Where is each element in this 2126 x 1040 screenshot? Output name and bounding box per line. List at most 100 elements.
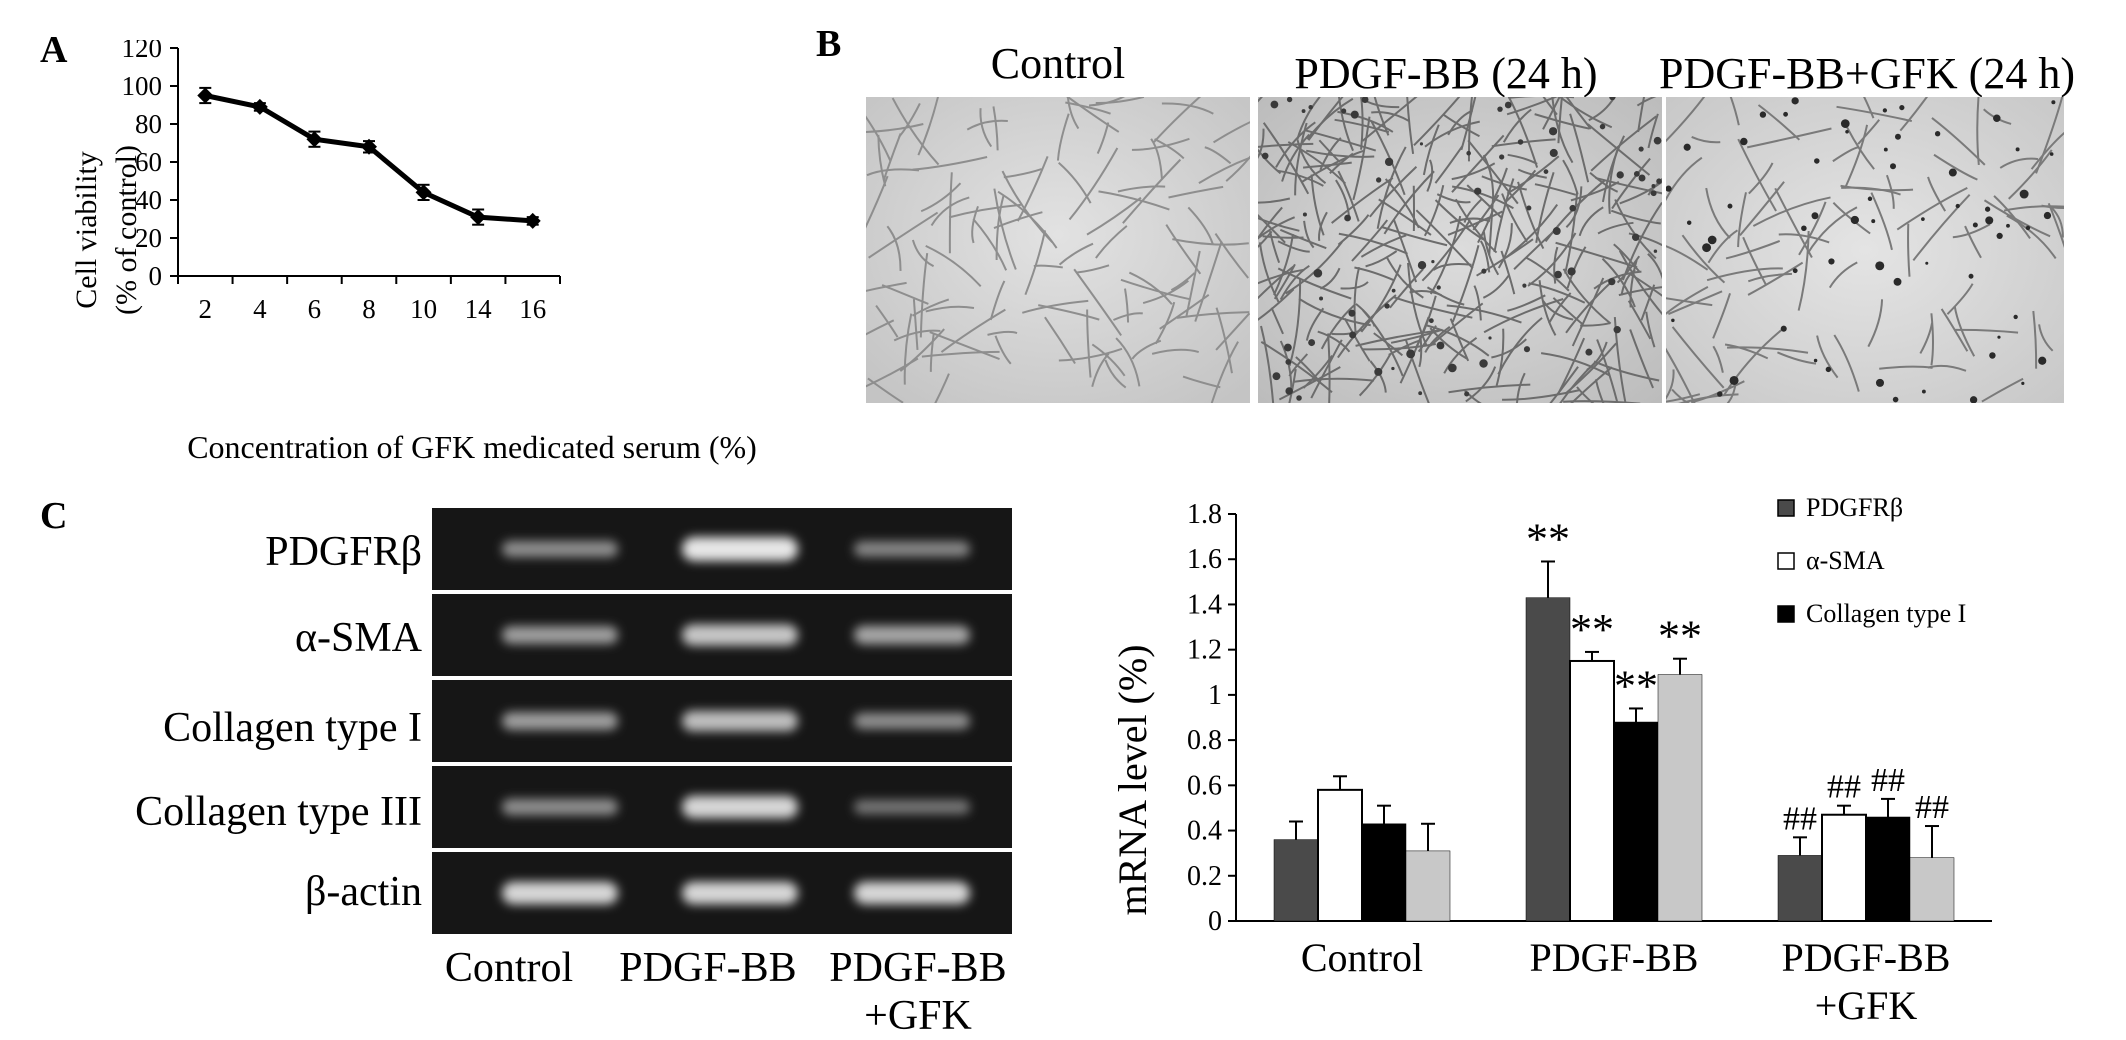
bar-chart-significance-marks: ** ## ** ## ** ## ** ## [1526,514,1949,837]
line-chart-x-tick-label: 8 [362,294,376,324]
line-chart-point [306,131,323,148]
line-chart-y-tick-label: 20 [135,223,162,253]
line-chart-y-tick-label: 0 [149,261,163,291]
bar [1361,823,1407,922]
bar-chart-x-labels: Control PDGF-BB PDGF-BB+GFK [1301,935,1951,1028]
line-chart-y-tick-label: 40 [135,185,162,215]
bar [1777,855,1823,922]
legend-swatch [1777,499,1795,517]
gel-label-collagen-iii: Collagen type III [135,789,422,835]
line-chart-line [204,93,533,224]
line-chart-point [470,209,487,226]
bar-chart-y-tick-label: 0.2 [1187,861,1222,892]
legend-swatch [1777,552,1795,570]
gel-lane-pdgf-bb-line1: PDGF-BB [619,945,797,991]
line-chart-x-tick-label: 2 [199,294,213,324]
gel-band [682,881,798,905]
bar-significance-mark: ## [1915,789,1949,826]
line-chart-x-ticks: 2 4 6 8 10 14 16 [177,276,561,324]
bar-chart-c: 00.20.40.60.811.21.41.61.8 **##**##**##*… [1110,493,1992,1028]
gel-label-pdgfrb: PDGFRβ [265,529,422,575]
line-chart-x-label: Concentration of GFK medicated serum (%) [187,429,757,465]
line-chart-y-ticks: 0 20 40 60 80 100 120 [122,40,178,291]
gel-band [682,624,798,646]
line-chart-point [361,138,377,155]
line-chart-axes [177,48,560,277]
line-chart-point [197,87,214,104]
bar-chart-error-bars [1289,560,1939,858]
bar-chart-y-tick-label: 1.2 [1187,635,1222,666]
bar-significance-mark: ** [1570,605,1614,654]
bar-significance-mark: ** [1526,514,1570,563]
bar [1317,788,1363,922]
gel-lane-pdgf-bb-gfk-line2: +GFK [864,993,972,1039]
bar [1613,721,1659,922]
micrograph-title-control: Control [990,39,1126,88]
gel-lane-pdgf-bb-gfk: PDGF-BB +GFK [816,944,1020,1040]
bar-significance-mark: ** [1614,661,1658,710]
line-chart-a: 0 20 40 60 80 100 120 2 4 6 8 10 14 16 Cell viabilit… [70,40,757,465]
gel-band [854,799,970,815]
bar-chart-x-label-line2: +GFK [1815,983,1918,1028]
bar-chart-y-ticks: 0 0.2 0.4 0.6 0.8 1 1.2 1.4 1.6 1.8 [1187,499,1236,937]
line-chart-x-tick-label: 6 [308,294,322,324]
bar-significance-mark: ## [1871,762,1905,799]
bar-chart-y-label: mRNA level (%) [1110,644,1155,915]
bar-chart-y-tick-label: 0.4 [1187,816,1222,847]
line-chart-point [415,184,432,201]
bar-chart-x-label: Control [1301,935,1423,980]
gel-label-collagen-i: Collagen type I [163,705,422,751]
legend-label: Collagen type I [1806,599,1966,628]
micrograph-control [866,97,1250,403]
gel-lane-pdgf-bb-gfk-line1: PDGF-BB [829,945,1007,991]
gel-image [432,508,1012,934]
bar [1273,839,1319,922]
gel-band [682,710,798,732]
gel-band [502,881,618,905]
bar-chart-legend: PDGFRβ α-SMA Collagen type I [1777,493,1966,628]
bar-chart-bars [1273,597,1955,923]
line-chart-y-tick-label: 80 [135,109,162,139]
bar-significance-mark: ## [1783,800,1817,837]
line-chart-x-tick-label: 14 [465,294,493,324]
bar [1909,857,1955,922]
micrograph-pdgf-bb [1258,97,1662,403]
micrograph-title-pdgf-bb: PDGF-BB (24 h) [1294,49,1598,98]
gel-band [502,626,618,644]
gel-lane-control: Control [424,944,594,992]
bar [1569,659,1615,922]
bar-chart-y-tick-label: 0.8 [1187,725,1222,756]
panel-label-c: C [40,495,68,537]
line-chart-series [204,93,533,224]
line-chart-y-label-line1: Cell viability [70,151,103,309]
bar [1525,597,1571,922]
gel-band [682,537,798,561]
line-chart-error-bars [199,86,539,226]
bar-chart-y-tick-label: 1 [1208,680,1222,711]
bar-chart-y-tick-label: 1.4 [1187,589,1222,620]
gel-label-a-sma: α-SMA [294,615,422,661]
bar-significance-mark: ** [1658,612,1702,661]
panel-label-b: B [816,23,842,65]
line-chart-x-tick-label: 16 [519,294,546,324]
gel-band [682,795,798,819]
bar [1821,813,1867,923]
line-chart-point [524,212,541,229]
gel-band [502,712,618,730]
line-chart-points [197,87,541,229]
legend-swatch [1777,605,1795,623]
line-chart-y-tick-label: 120 [122,40,163,63]
gel-band [854,625,970,645]
panel-label-a: A [40,29,68,71]
bar [1865,816,1911,922]
bar-chart-y-tick-label: 0 [1208,906,1222,937]
gel-band [854,881,970,905]
line-chart-y-tick-label: 100 [122,71,163,101]
bar-chart-y-tick-label: 1.8 [1187,499,1222,530]
micrograph-pdgf-bb-gfk [1666,97,2064,403]
gel-band [854,541,970,557]
legend-label: α-SMA [1806,546,1885,575]
bar-chart-y-tick-label: 1.6 [1187,544,1222,575]
bar [1405,850,1451,922]
bar-significance-mark: ## [1827,769,1861,806]
